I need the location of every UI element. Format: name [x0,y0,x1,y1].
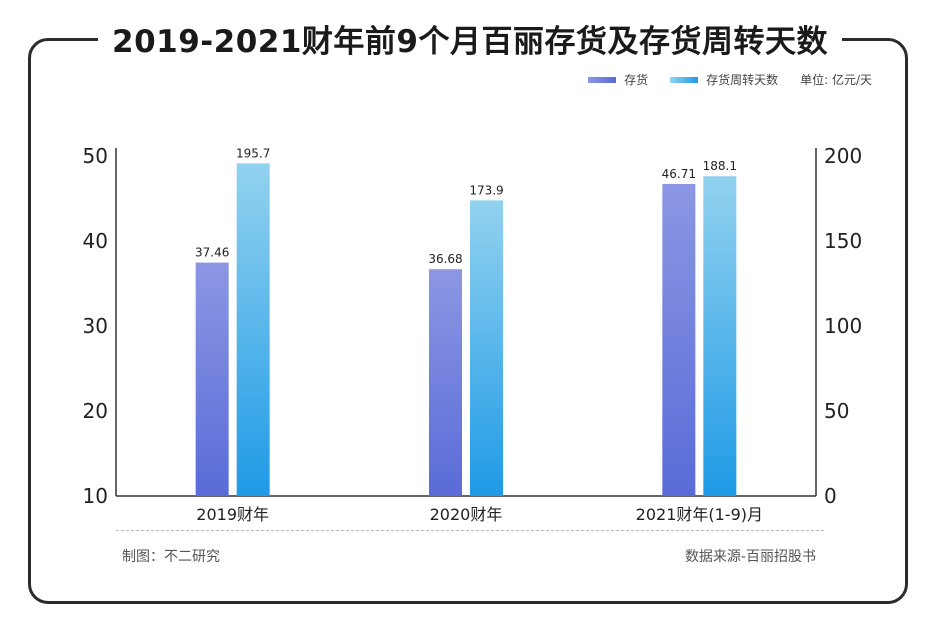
right-tick-label: 150 [824,229,862,253]
right-tick-label: 0 [824,484,837,508]
legend-item-inventory: 存货 [588,71,648,88]
legend-unit: 单位: 亿元/天 [800,73,872,87]
footer-divider [116,530,824,531]
data-label-turnover-days: 195.7 [236,146,270,160]
bar-turnover-days [236,163,270,496]
footer-credit: 制图：不二研究 [122,549,220,565]
legend-swatch-inventory [588,76,617,83]
bar-inventory [429,269,462,496]
left-tick-label: 50 [83,144,108,168]
bar-inventory [195,262,229,496]
data-label-turnover-days: 188.1 [703,159,737,173]
legend-swatch-days [670,76,699,83]
x-tick-label: 2021财年(1-9)月 [636,505,763,524]
legend-item-days: 存货周转天数 [670,71,778,88]
legend-label-days: 存货周转天数 [706,73,779,87]
bar-turnover-days [703,176,737,497]
left-tick-label: 20 [83,399,108,423]
data-label-inventory: 46.71 [662,167,696,181]
right-tick-label: 100 [824,314,862,338]
data-label-turnover-days: 173.9 [469,183,503,197]
data-label-inventory: 36.68 [428,252,462,266]
data-label-inventory: 37.46 [195,246,229,260]
right-tick-label: 200 [824,144,862,168]
bar-inventory [662,183,696,496]
left-tick-label: 30 [83,314,108,338]
bar-turnover-days [470,200,503,496]
legend: 存货 存货周转天数 单位: 亿元/天 [566,71,872,88]
right-tick-label: 50 [824,399,849,423]
footer-source: 数据来源-百丽招股书 [684,549,816,565]
legend-label-inventory: 存货 [624,73,649,87]
left-tick-label: 10 [83,484,108,508]
left-tick-label: 40 [83,229,108,253]
x-tick-label: 2020财年 [430,505,503,524]
chart-title: 2019-2021财年前9个月百丽存货及存货周转天数 [98,16,842,61]
x-tick-label: 2019财年 [196,505,269,524]
chart-title-wrap: 2019-2021财年前9个月百丽存货及存货周转天数 [0,16,940,61]
